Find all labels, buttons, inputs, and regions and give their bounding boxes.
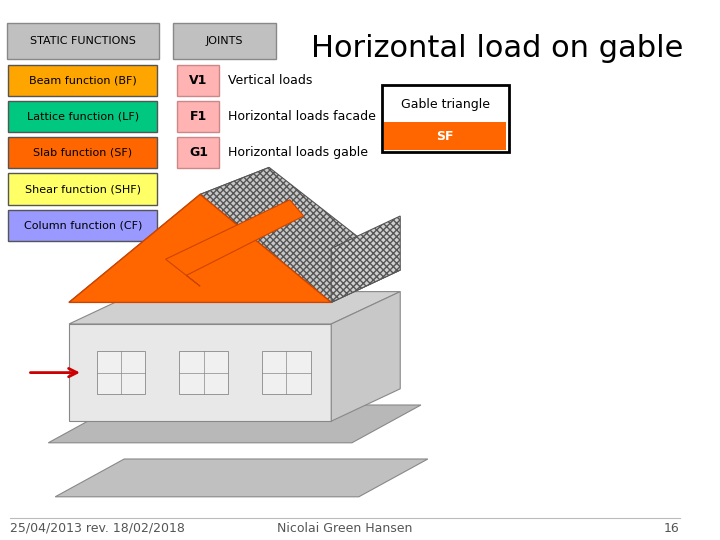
Text: Shear function (SHF): Shear function (SHF): [24, 184, 141, 194]
Bar: [384, 122, 506, 150]
Text: STATIC FUNCTIONS: STATIC FUNCTIONS: [30, 36, 136, 46]
Polygon shape: [69, 194, 331, 302]
Polygon shape: [69, 324, 331, 421]
Text: V1: V1: [189, 74, 207, 87]
FancyBboxPatch shape: [382, 85, 508, 152]
Text: Vertical loads: Vertical loads: [228, 74, 312, 87]
Text: JOINTS: JOINTS: [205, 36, 243, 46]
Bar: [96, 351, 145, 394]
Text: Gable triangle: Gable triangle: [400, 98, 490, 111]
FancyBboxPatch shape: [177, 137, 220, 168]
FancyBboxPatch shape: [9, 137, 158, 168]
Polygon shape: [69, 270, 400, 302]
Polygon shape: [55, 459, 428, 497]
Text: Nicolai Green Hansen: Nicolai Green Hansen: [277, 522, 413, 535]
FancyBboxPatch shape: [9, 173, 158, 205]
Text: 16: 16: [664, 522, 680, 535]
FancyBboxPatch shape: [173, 23, 276, 59]
Polygon shape: [166, 200, 304, 286]
FancyBboxPatch shape: [7, 23, 158, 59]
Text: F1: F1: [190, 110, 207, 123]
Bar: [179, 351, 228, 394]
FancyBboxPatch shape: [9, 210, 158, 241]
Polygon shape: [69, 292, 400, 324]
Text: Column function (CF): Column function (CF): [24, 220, 142, 230]
Text: 25/04/2013 rev. 18/02/2018: 25/04/2013 rev. 18/02/2018: [10, 522, 185, 535]
Text: G1: G1: [189, 146, 208, 159]
Text: Horizontal loads facade: Horizontal loads facade: [228, 110, 376, 123]
Polygon shape: [69, 167, 269, 302]
Text: SF: SF: [436, 131, 454, 144]
FancyBboxPatch shape: [9, 101, 158, 132]
Polygon shape: [331, 216, 400, 302]
Bar: [262, 351, 310, 394]
FancyBboxPatch shape: [177, 65, 220, 96]
Text: Beam function (BF): Beam function (BF): [29, 76, 137, 85]
Text: Horizontal loads gable: Horizontal loads gable: [228, 146, 368, 159]
Text: Slab function (SF): Slab function (SF): [33, 148, 132, 158]
Polygon shape: [331, 292, 400, 421]
Polygon shape: [48, 405, 421, 443]
Text: Horizontal load on gable: Horizontal load on gable: [310, 34, 683, 63]
Text: Lattice function (LF): Lattice function (LF): [27, 112, 139, 122]
FancyBboxPatch shape: [9, 65, 158, 96]
FancyBboxPatch shape: [177, 101, 220, 132]
Polygon shape: [200, 167, 400, 302]
